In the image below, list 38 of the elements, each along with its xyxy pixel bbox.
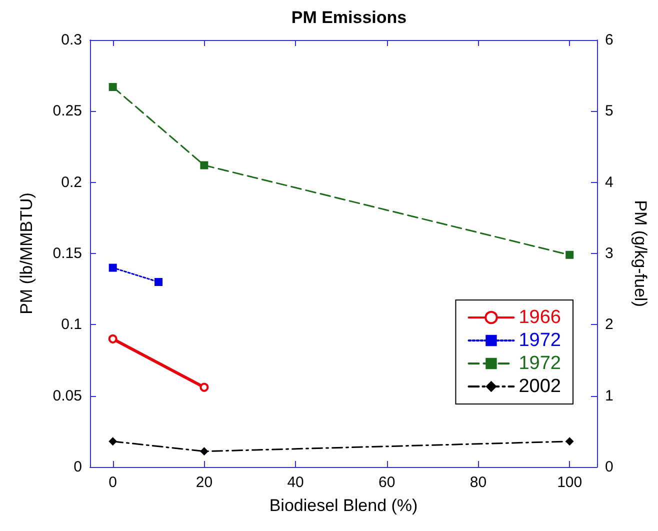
y-tick-label: 0.3 (61, 32, 82, 48)
y-tick-label: 0.15 (52, 245, 82, 262)
point (200, 382, 209, 392)
point (108, 437, 117, 446)
y2-tick-label: 1 (605, 387, 614, 404)
y2-axis-title: PM (g/kg-fuel) (631, 200, 650, 307)
point (566, 437, 574, 446)
x-tick-label: 40 (287, 474, 304, 491)
y2-tick-label: 4 (605, 174, 614, 191)
legend-label: 2002 (518, 376, 562, 397)
legend-label: 1972 (518, 330, 562, 351)
legend-label: 1966 (518, 307, 562, 328)
y2-tick-label: 6 (605, 32, 614, 48)
x-tick-label: 0 (108, 474, 118, 491)
x-tick-label: 100 (557, 474, 582, 491)
y-axis-title: PM (lb/MMBTU) (17, 192, 36, 314)
x-tick-label: 80 (470, 474, 487, 491)
y2-tick-label: 2 (605, 316, 614, 334)
chart-title: PM Emissions (291, 8, 407, 27)
y2-tick-label: 3 (605, 245, 614, 262)
y-tick-label: 0 (74, 458, 82, 476)
point (108, 334, 118, 344)
legend-label: 1972 (518, 353, 562, 374)
x-axis-title: Biodiesel Blend (%) (269, 496, 418, 515)
point (154, 278, 163, 286)
y-tick-label: 0.05 (52, 387, 82, 404)
y-tick-label: 0.1 (61, 316, 82, 334)
point (108, 264, 117, 272)
x-tick-label: 20 (196, 474, 213, 491)
point (108, 82, 117, 91)
y-tick-label: 0.2 (61, 174, 82, 191)
y2-tick-label: 5 (605, 102, 614, 120)
x-tick-label: 60 (378, 474, 396, 491)
point (200, 161, 208, 170)
y2-tick-label: 0 (605, 458, 614, 476)
point (200, 447, 208, 456)
point (566, 250, 574, 259)
y-tick-label: 0.25 (52, 102, 82, 120)
